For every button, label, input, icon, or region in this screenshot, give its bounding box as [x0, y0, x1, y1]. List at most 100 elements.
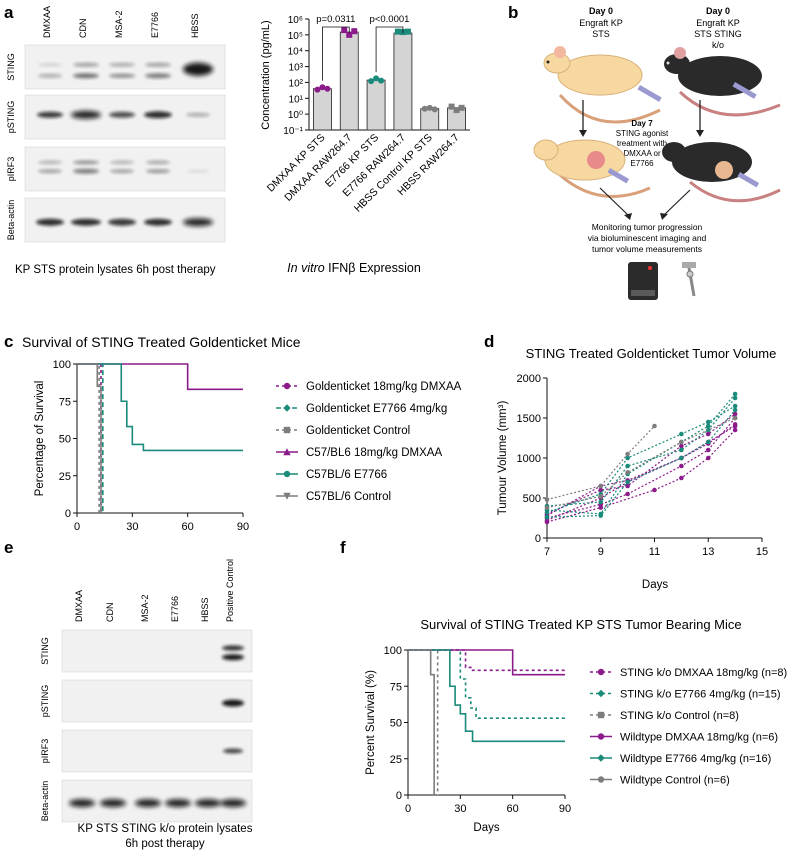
panel-a-caption: KP STS protein lysates 6h post therapy — [15, 264, 216, 276]
black-mouse-icon — [664, 47, 781, 117]
tumor-trajectory-goldenticket-e7766-4mg-kg — [546, 409, 736, 518]
arrow-converge-right — [663, 189, 691, 216]
mid-line1: STING agonist — [616, 129, 669, 138]
blot-band — [222, 645, 244, 651]
panel-e-caption-line1: KP STS STING k/o protein lysates — [78, 823, 253, 835]
arrowhead-right — [696, 130, 704, 137]
blot-band — [73, 73, 99, 79]
tumor-trajectory-goldenticket-e7766-4mg-kg — [546, 393, 736, 515]
legend-label-goldenticket-18mg-kg-dmxaa: Goldenticket 18mg/kg DMXAA — [306, 381, 462, 393]
lane-label-e7766: E7766 — [170, 596, 180, 622]
data-point — [324, 85, 331, 92]
tumor-trajectory-goldenticket-control — [546, 425, 655, 501]
bar-dmxaa-raw264-7 — [339, 31, 359, 131]
data-point — [431, 106, 438, 113]
blot-panel-pirf3 — [24, 146, 226, 192]
bottom-line3: tumor volume measurements — [592, 244, 702, 254]
series-line-c57-bl6-18mg-kg-dmxaa — [77, 363, 243, 391]
tumor-point — [705, 439, 711, 445]
data-point — [421, 105, 428, 112]
blot-e-lane-labels: DMXAA CDN MSA-2 E7766 HBSS Positive Control — [74, 559, 235, 622]
blot-band — [135, 799, 161, 808]
blot-band — [73, 168, 99, 174]
legend-label-goldenticket-e7766-4mg-kg: Goldenticket E7766 4mg/kg — [306, 403, 447, 415]
x-tick-label: 60 — [182, 521, 194, 533]
blot-band — [37, 111, 63, 118]
y-axis-title: Percentage of Survival — [34, 381, 46, 497]
lane-label-dmxaa: DMXAA — [74, 590, 84, 622]
mid-line4: E7766 — [630, 159, 654, 168]
blot-band — [146, 169, 170, 174]
arrowhead-converge-right — [660, 213, 668, 220]
legend-label-sting-k-o-dmxaa-18mg-kg-n-8: STING k/o DMXAA 18mg/kg (n=8) — [620, 667, 787, 679]
lane-label-msa-2: MSA-2 — [114, 10, 124, 38]
blot-band — [109, 73, 135, 78]
y-tick-label: 10¹ — [289, 94, 304, 105]
y-tick-label: 25 — [390, 754, 402, 766]
tumor-point — [625, 479, 630, 485]
tumor-point — [544, 505, 550, 510]
legend-marker — [283, 448, 291, 456]
tumor-point — [705, 455, 711, 461]
tumor-point — [544, 497, 550, 502]
survival-goldenticket-chart: 0 25 50 75 100 0 30 60 90 Percentage of Survival G… — [34, 359, 462, 533]
left-day-label: Day 0 — [589, 6, 613, 16]
legend-label-wildtype-dmxaa-18mg-kg-n-6: Wildtype DMXAA 18mg/kg (n=6) — [620, 732, 778, 744]
tumor-point — [598, 487, 604, 493]
bar-e7766-raw264-7 — [393, 32, 413, 131]
x-tick-label: 90 — [559, 803, 571, 815]
mid-line2: treatment with — [617, 139, 667, 148]
tumor-trajectory-goldenticket-18mg-kg-dmxaa — [546, 429, 736, 523]
legend-marker — [597, 776, 605, 783]
ifnb-title-italic: In vitro — [287, 261, 325, 275]
tumor-point — [598, 494, 604, 499]
tumor-point — [544, 519, 550, 525]
x-axis-title: Days — [642, 579, 668, 591]
tumor-trajectory-goldenticket-18mg-kg-dmxaa — [546, 413, 736, 515]
tumor-point — [544, 514, 550, 520]
series-line-c57bl-6-control — [77, 363, 102, 513]
x-tick-label: 30 — [454, 803, 466, 815]
tumor-point — [679, 455, 684, 461]
tumor-point — [598, 505, 604, 510]
panel-label-b: b — [508, 3, 518, 22]
y-tick-label: 100 — [384, 645, 402, 657]
series-line-wildtype-dmxaa-18mg-kg-n-6 — [408, 649, 565, 676]
tumor-point — [705, 431, 711, 437]
blot-band — [186, 112, 210, 117]
y-tick-label: 10² — [289, 78, 304, 89]
tumor-point — [705, 427, 711, 433]
blot-band — [110, 160, 134, 165]
legend-label-c57-bl6-18mg-kg-dmxaa: C57/BL6 18mg/kg DMXAA — [306, 447, 442, 459]
tumor-point — [679, 475, 684, 481]
right-step-line1: Engraft KP — [696, 18, 740, 28]
x-axis-title: Days — [473, 822, 499, 834]
blot-band — [69, 799, 95, 808]
bar-e7766-kp-sts — [366, 79, 386, 131]
blot-e-images: STING pSTING pIRF3 Beta-actin — [40, 629, 253, 823]
blot-a-images: STING pSTING pIRF3 Beta-actin — [6, 44, 226, 243]
y-tick-label: 1500 — [517, 413, 541, 425]
y-tick-label: 10⁵ — [288, 31, 303, 42]
tumor-point — [679, 431, 684, 437]
legend-marker — [283, 470, 291, 478]
significance-bracket — [322, 26, 350, 81]
tumor-point — [705, 423, 711, 429]
blot-band — [73, 160, 99, 165]
y-tick-label: 10⁴ — [288, 47, 303, 58]
schematic: Day 0 Engraft KP STS Day 0 Engraft KP ST… — [533, 6, 781, 300]
tumor-volume-chart: 0 500 1000 1500 2000 7 9 11 13 15 Tumour Volume (m… — [497, 373, 768, 591]
black-mouse-tumor-icon — [662, 142, 781, 203]
x-tick-label: 13 — [702, 546, 714, 558]
blot-label-psting: pSTING — [40, 685, 50, 718]
blot-label-beta-actin: Beta-actin — [40, 781, 50, 822]
data-point — [319, 84, 326, 91]
panel-label-a: a — [4, 3, 14, 22]
lane-label-dmxaa: DMXAA — [42, 6, 52, 38]
tumor-point — [625, 455, 630, 461]
data-point — [373, 75, 380, 82]
tumor-point — [598, 499, 604, 505]
blot-band — [36, 218, 64, 226]
panel-f-title: Survival of STING Treated KP STS Tumor B… — [420, 617, 741, 632]
